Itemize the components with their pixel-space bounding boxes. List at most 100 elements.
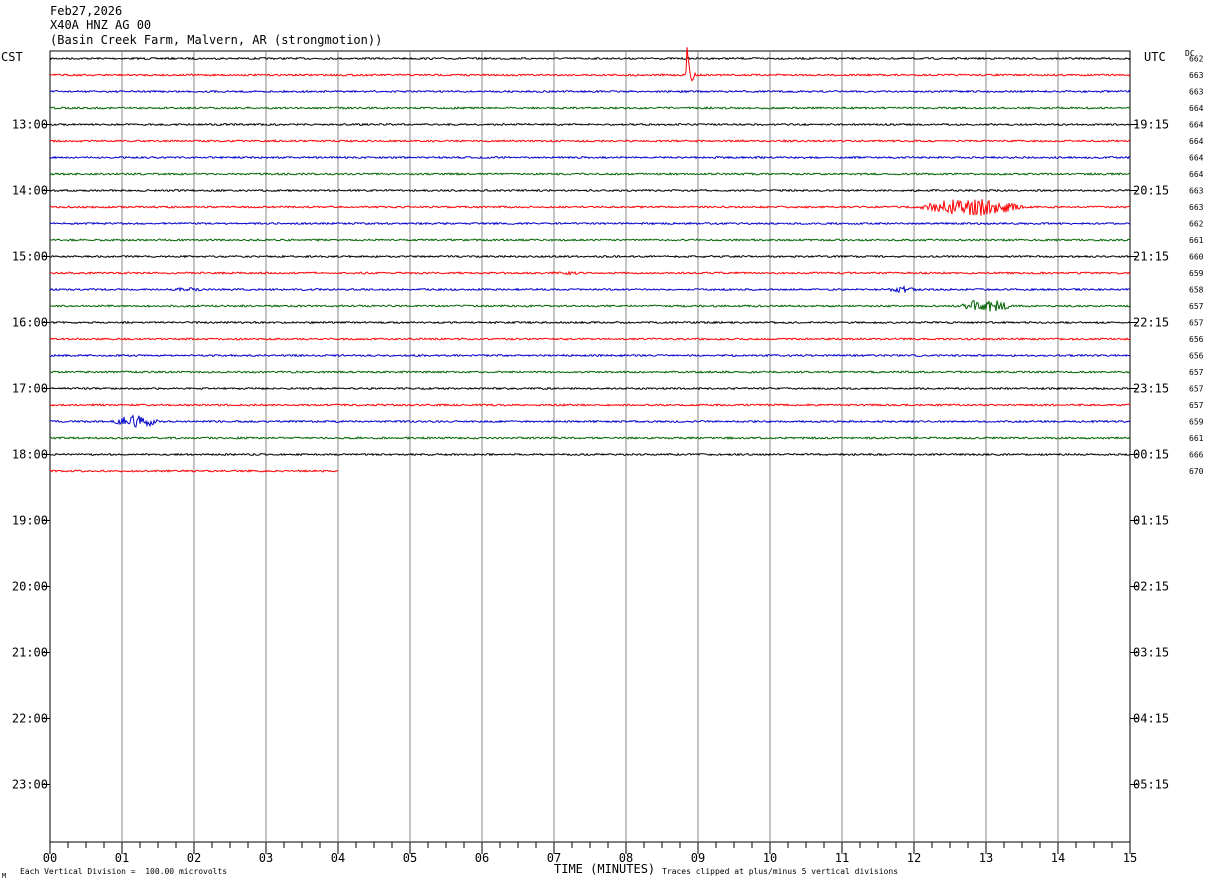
- dc-offset-value: 656: [1189, 352, 1204, 361]
- seismic-trace: [49, 199, 1131, 216]
- seismic-trace: [49, 386, 1131, 391]
- x-tick-label: 06: [475, 851, 489, 865]
- dc-label: DC: [1185, 49, 1195, 58]
- x-tick-label: 09: [691, 851, 705, 865]
- left-hour-label: 16:00: [12, 316, 48, 330]
- dc-offset-value: 670: [1189, 467, 1204, 476]
- chart-date: Feb27,2026: [50, 4, 123, 18]
- right-hour-label: 21:15: [1133, 250, 1169, 264]
- dc-offset-value: 663: [1189, 71, 1204, 80]
- x-tick-label: 00: [43, 851, 57, 865]
- x-axis-label: TIME (MINUTES): [554, 862, 656, 876]
- seismic-trace: [49, 47, 1131, 82]
- x-tick-label: 11: [835, 851, 849, 865]
- dc-offset-value: 661: [1189, 236, 1204, 245]
- dc-offset-value: 659: [1189, 269, 1204, 278]
- footer-mark: M: [2, 872, 7, 880]
- station-site: (Basin Creek Farm, Malvern, AR (strongmo…: [50, 33, 383, 47]
- right-hour-label: 00:15: [1133, 448, 1169, 462]
- left-hour-label: 23:00: [12, 778, 48, 792]
- station-channel: X40A HNZ AG 00: [50, 18, 152, 32]
- left-hour-label: 21:00: [12, 646, 48, 660]
- x-tick-label: 14: [1051, 851, 1065, 865]
- seismic-trace: [49, 337, 1131, 341]
- dc-offset-value: 664: [1189, 170, 1204, 179]
- x-tick-label: 07: [547, 851, 561, 865]
- seismic-trace: [50, 436, 1131, 440]
- seismic-trace: [49, 300, 1131, 312]
- dc-offset-value: 659: [1189, 418, 1204, 427]
- seismic-trace: [49, 284, 1131, 294]
- seismic-trace: [49, 238, 1131, 242]
- x-tick-label: 12: [907, 851, 921, 865]
- left-hour-label: 19:00: [12, 514, 48, 528]
- right-hour-label: 20:15: [1133, 184, 1169, 198]
- x-tick-label: 02: [187, 851, 201, 865]
- right-hour-label: 22:15: [1133, 316, 1169, 330]
- right-timezone-label: UTC: [1144, 50, 1166, 64]
- seismic-trace: [49, 89, 1131, 94]
- seismic-trace: [49, 254, 1131, 259]
- seismic-trace: [49, 172, 1131, 176]
- right-hour-label: 01:15: [1133, 514, 1169, 528]
- left-hour-label: 20:00: [12, 580, 48, 594]
- right-hour-label: 02:15: [1133, 580, 1169, 594]
- right-hour-label: 23:15: [1133, 382, 1169, 396]
- x-tick-label: 04: [331, 851, 345, 865]
- dc-offset-value: 666: [1189, 451, 1204, 460]
- x-tick-label: 03: [259, 851, 273, 865]
- dc-offset-value: 658: [1189, 286, 1204, 295]
- dc-offset-value: 663: [1189, 187, 1204, 196]
- dc-offset-value: 657: [1189, 385, 1204, 394]
- vertical-scale-note: Each Vertical Division = 100.00 microvol…: [20, 867, 228, 876]
- x-tick-label: 13: [979, 851, 993, 865]
- plot-frame: [49, 50, 1131, 843]
- dc-offset-value: 661: [1189, 434, 1204, 443]
- x-tick-label: 15: [1123, 851, 1137, 865]
- seismic-trace: [49, 106, 1131, 110]
- dc-offset-value: 664: [1189, 121, 1204, 130]
- x-tick-label: 05: [403, 851, 417, 865]
- dc-offset-value: 657: [1189, 401, 1204, 410]
- dc-offset-value: 656: [1189, 335, 1204, 344]
- dc-offset-value: 657: [1189, 368, 1204, 377]
- right-hour-label: 05:15: [1133, 778, 1169, 792]
- left-hour-label: 18:00: [12, 448, 48, 462]
- dc-offset-value: 663: [1189, 203, 1204, 212]
- left-hour-label: 15:00: [12, 250, 48, 264]
- dc-offset-value: 657: [1189, 302, 1204, 311]
- left-hour-label: 22:00: [12, 712, 48, 726]
- seismic-trace: [49, 452, 1130, 457]
- right-hour-label: 19:15: [1133, 118, 1169, 132]
- dc-offset-value: 664: [1189, 137, 1204, 146]
- right-hour-label: 04:15: [1133, 712, 1169, 726]
- seismic-trace: [49, 221, 1131, 226]
- seismic-trace: [50, 270, 1131, 276]
- dc-offset-value: 662: [1189, 220, 1204, 229]
- seismic-trace: [49, 403, 1131, 407]
- seismic-trace: [50, 370, 1131, 374]
- x-tick-label: 08: [619, 851, 633, 865]
- seismic-trace: [49, 155, 1131, 160]
- dc-offset-value: 664: [1189, 154, 1204, 163]
- seismic-trace: [49, 414, 1131, 428]
- dc-offset-value: 664: [1189, 104, 1204, 113]
- right-hour-label: 03:15: [1133, 646, 1169, 660]
- left-hour-label: 17:00: [12, 382, 48, 396]
- x-tick-label: 01: [115, 851, 129, 865]
- seismic-trace: [49, 139, 1131, 143]
- left-hour-label: 13:00: [12, 118, 48, 132]
- dc-offset-value: 657: [1189, 319, 1204, 328]
- x-tick-label: 10: [763, 851, 777, 865]
- dc-offset-value: 660: [1189, 253, 1204, 262]
- clip-note: Traces clipped at plus/minus 5 vertical …: [662, 867, 899, 876]
- left-hour-label: 14:00: [12, 184, 48, 198]
- seismic-trace: [49, 188, 1131, 193]
- seismic-trace: [49, 56, 1131, 61]
- seismic-trace: [49, 469, 339, 473]
- seismic-trace: [49, 122, 1131, 127]
- dc-offset-value: 663: [1189, 88, 1204, 97]
- left-timezone-label: CST: [1, 50, 23, 64]
- seismic-trace: [50, 320, 1131, 325]
